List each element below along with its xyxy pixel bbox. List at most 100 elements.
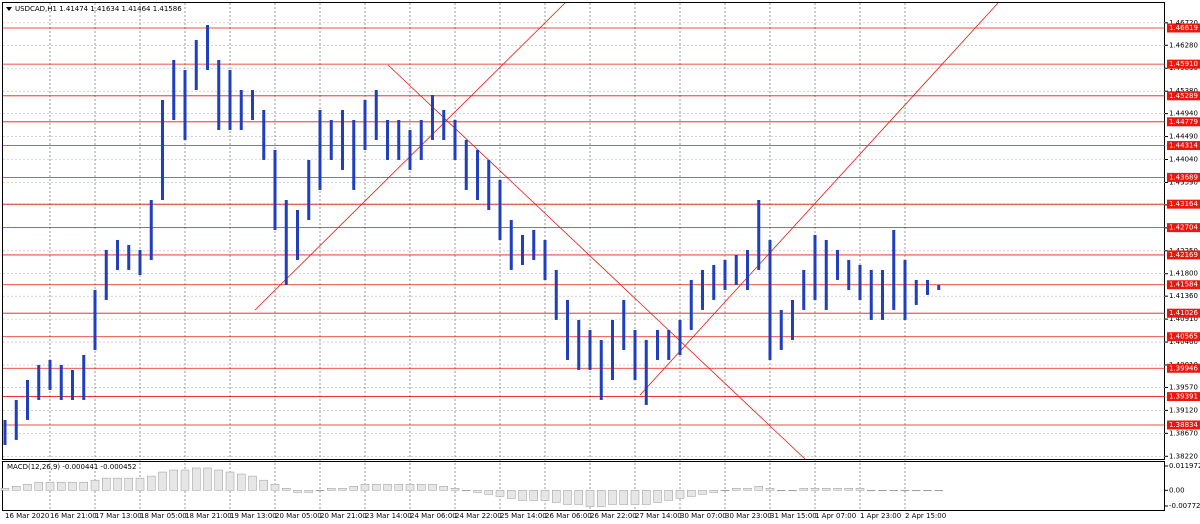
x-tick-label: 25 Mar 14:00: [500, 512, 547, 520]
price-bar: [926, 279, 929, 295]
level-label: 1.46619: [1169, 24, 1198, 32]
macd-bar: [23, 483, 32, 491]
macd-bar: [540, 490, 550, 501]
level-label-box: [1167, 59, 1200, 69]
macd-bar: [777, 490, 786, 492]
grid-layer: [3, 3, 1168, 510]
macd-bar: [327, 488, 336, 491]
macd-bar: [822, 488, 831, 491]
price-bar: [588, 329, 592, 370]
macd-bar: [417, 483, 426, 491]
x-tick-label: 17 Mar 13:00: [95, 512, 142, 520]
price-bar: [352, 119, 356, 190]
macd-bar: [473, 490, 482, 493]
macd-bar: [855, 488, 865, 491]
price-bar: [82, 354, 86, 400]
level-label: 1.45289: [1169, 92, 1198, 100]
macd-bar: [225, 471, 235, 491]
level-label: 1.42169: [1169, 251, 1198, 259]
price-bar: [723, 259, 727, 290]
price-bar: [431, 94, 434, 140]
macd-bar: [754, 486, 763, 491]
macd-bar: [552, 490, 561, 503]
price-bar: [116, 239, 119, 270]
macd-bar: [135, 477, 145, 491]
x-tick-label: 26 Mar 22:00: [590, 512, 637, 520]
level-label-box: [1167, 141, 1200, 151]
macd-bar: [102, 477, 111, 491]
macd-bar: [90, 479, 100, 491]
price-bar: [858, 264, 862, 300]
price-bar: [701, 269, 704, 310]
y-tick-label: 1.40910: [1169, 315, 1198, 323]
trendline: [387, 64, 806, 460]
macd-bar: [293, 490, 302, 493]
y-tick-label: 1.45380: [1169, 87, 1198, 95]
price-bar: [318, 109, 322, 190]
y-tick-label: 1.40460: [1169, 338, 1198, 346]
macd-bar: [732, 488, 741, 491]
macd-bar: [878, 490, 887, 492]
level-label: 1.40565: [1169, 333, 1198, 341]
macd-bar: [450, 488, 460, 491]
main-frame: [2, 2, 1165, 460]
x-tick-label: 24 Mar 06:00: [410, 512, 457, 520]
x-tick-label: 2 Apr 15:00: [905, 512, 946, 520]
price-bar: [453, 119, 457, 160]
x-tick-label: 30 Mar 23:00: [725, 512, 772, 520]
price-bar: [532, 229, 536, 260]
price-bar: [48, 359, 52, 390]
x-tick-label: 19 Mar 13:00: [230, 512, 277, 520]
macd-bar: [360, 483, 370, 491]
price-bar: [442, 109, 446, 140]
level-label: 1.43689: [1169, 173, 1198, 181]
price-bar: [836, 249, 839, 280]
price-bar: [262, 109, 266, 160]
header-icon: [6, 7, 12, 11]
price-bar: [802, 269, 806, 310]
macd-bar: [158, 471, 167, 491]
macd-bar: [653, 490, 662, 503]
macd-bar: [630, 490, 640, 505]
macd-bar: [113, 477, 122, 491]
price-bar: [633, 329, 637, 380]
macd-bar: [529, 490, 538, 501]
macd-bar: [338, 488, 347, 491]
x-tick-label: 16 Mar 21:00: [50, 512, 97, 520]
price-bar: [217, 59, 221, 130]
macd-bar: [743, 488, 752, 491]
macd-bar: [214, 469, 223, 491]
price-bar: [779, 309, 783, 350]
price-bar: [824, 239, 828, 310]
x-tick-label: 20 Mar 05:00: [275, 512, 322, 520]
level-label-box: [1167, 392, 1200, 402]
macd-bar: [394, 483, 403, 491]
price-bar: [104, 249, 108, 300]
level-label: 1.43164: [1169, 200, 1198, 208]
macd-bar: [405, 483, 415, 491]
macd-title: MACD(12,26,9) -0.000441 -0.000452: [7, 463, 136, 471]
price-bar: [892, 229, 896, 310]
macd-bar: [709, 490, 718, 493]
macd-bar: [192, 467, 201, 491]
price-bar: [566, 299, 569, 360]
macd-bar: [900, 490, 910, 492]
macd-bar: [203, 467, 212, 491]
level-label: 1.44779: [1169, 118, 1198, 126]
price-bar: [611, 319, 614, 380]
macd-bar: [237, 473, 246, 491]
macd-bar: [372, 483, 381, 491]
price-bar: [746, 249, 749, 290]
price-bar: [813, 234, 817, 300]
price-bar: [869, 269, 873, 320]
price-bar: [667, 329, 671, 360]
y-tick-label: 1.46280: [1169, 41, 1198, 49]
macd-bar: [462, 490, 471, 492]
x-tick-label: 1 Apr 07:00: [815, 512, 856, 520]
y-tick-label: 1.44490: [1169, 133, 1198, 141]
macd-bar: [383, 483, 392, 491]
macd-bar: [147, 475, 156, 491]
macd-bar: [574, 490, 583, 505]
level-label-box: [1167, 117, 1200, 127]
